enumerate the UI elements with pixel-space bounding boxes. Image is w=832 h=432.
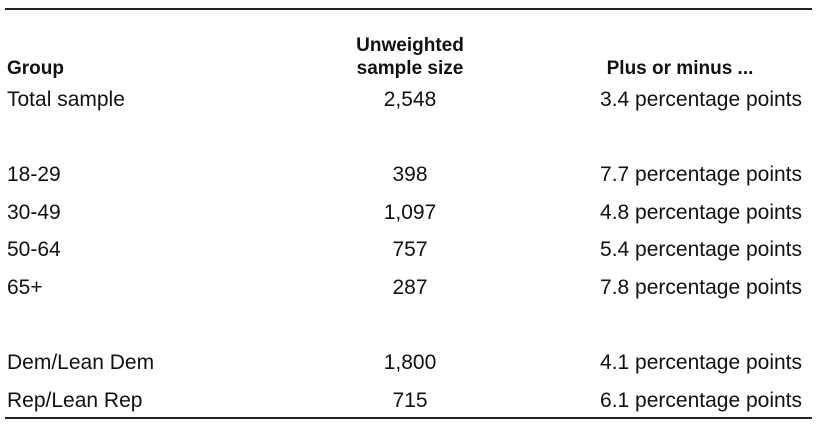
table-cell: 65+ bbox=[7, 276, 43, 299]
table-cell: 1,800 bbox=[383, 351, 437, 375]
table-cell: 3.4 percentage points bbox=[600, 88, 802, 111]
table-cell: 287 bbox=[392, 276, 428, 299]
table-cell: 7.7 percentage points bbox=[600, 163, 802, 187]
table-cell: 715 bbox=[392, 388, 428, 412]
table-cell: 757 bbox=[392, 238, 428, 262]
table-cell: 18-29 bbox=[7, 163, 61, 187]
table-cell: Dem/Lean Dem bbox=[7, 351, 155, 375]
table-cell: Rep/Lean Rep bbox=[7, 388, 143, 412]
table-cell: Total sample bbox=[7, 88, 125, 111]
table-cell: 50-64 bbox=[7, 238, 61, 262]
table-cell: 4.1 percentage points bbox=[600, 351, 802, 375]
header-cell: Unweighted sample size bbox=[356, 35, 464, 79]
table-cell: 1,097 bbox=[383, 200, 437, 224]
table-cell: 6.1 percentage points bbox=[600, 388, 802, 412]
header-cell: Plus or minus ... bbox=[606, 58, 754, 79]
top-rule bbox=[5, 8, 812, 10]
bottom-rule bbox=[5, 417, 812, 419]
table-cell: 2,548 bbox=[383, 88, 437, 111]
table-cell: 7.8 percentage points bbox=[600, 276, 802, 299]
table-cell: 398 bbox=[392, 163, 428, 187]
table-cell: 30-49 bbox=[7, 200, 61, 224]
table-cell: 4.8 percentage points bbox=[600, 200, 802, 224]
table-cell: 5.4 percentage points bbox=[600, 238, 802, 262]
header-cell: Group bbox=[7, 58, 64, 79]
